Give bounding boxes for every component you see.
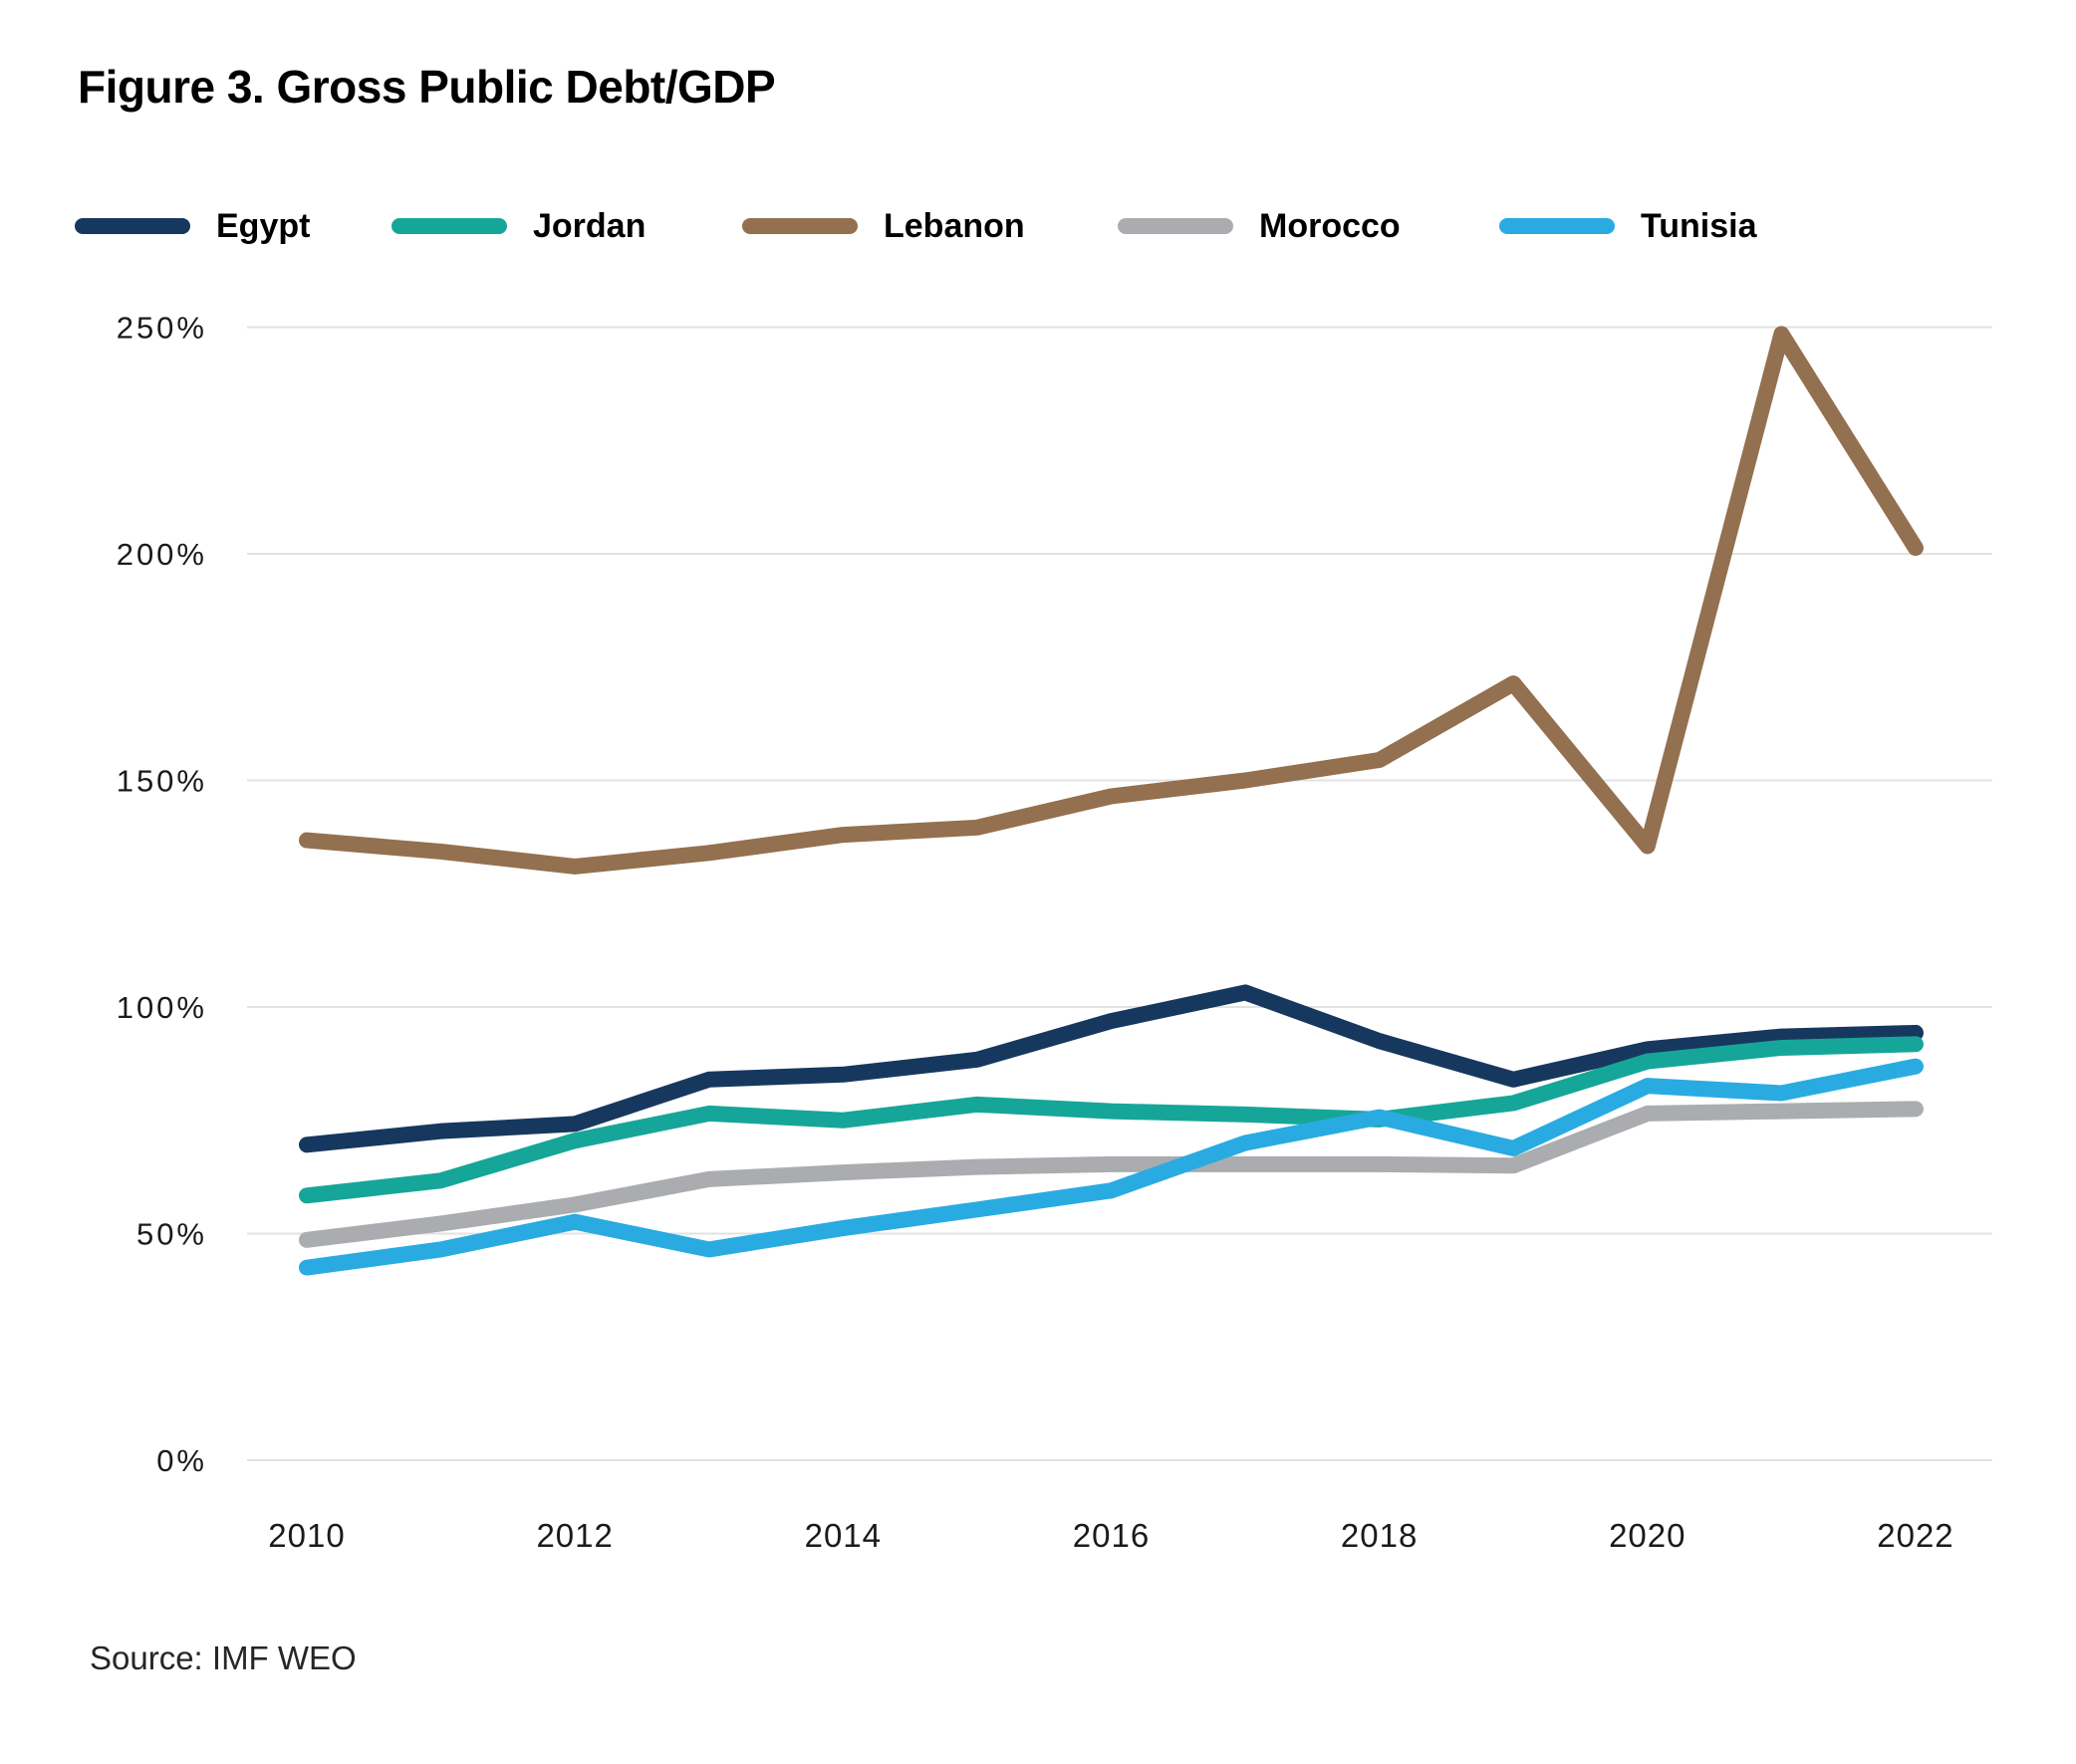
- legend: Egypt Jordan Lebanon Morocco Tunisia: [0, 207, 2076, 247]
- y-tick-label-100: 100%: [117, 990, 207, 1025]
- series-line-tunisia: [299, 1058, 1924, 1276]
- gridlines: [247, 326, 1992, 1461]
- legend-label-tunisia: Tunisia: [1641, 206, 1757, 245]
- legend-item-lebanon: Lebanon: [742, 207, 1025, 245]
- source-note: Source: IMF WEO: [90, 1639, 357, 1676]
- legend-label-morocco: Morocco: [1259, 206, 1401, 245]
- legend-swatch-morocco: [1118, 218, 1233, 234]
- series-line-jordan: [299, 1036, 1924, 1204]
- series-line-egypt: [299, 984, 1924, 1153]
- x-tick-label-2014: 2014: [805, 1517, 882, 1554]
- legend-swatch-jordan: [391, 218, 507, 234]
- x-tick-label-2020: 2020: [1609, 1517, 1686, 1554]
- chart-title: Figure 3. Gross Public Debt/GDP: [78, 61, 776, 113]
- y-tick-label-150: 150%: [117, 764, 207, 799]
- y-tick-label-250: 250%: [117, 311, 207, 346]
- legend-swatch-tunisia: [1499, 218, 1615, 234]
- legend-item-jordan: Jordan: [391, 207, 646, 245]
- series-line-morocco: [299, 1101, 1924, 1248]
- series-lines: [299, 326, 1924, 1276]
- legend-swatch-lebanon: [742, 218, 858, 234]
- x-tick-label-2022: 2022: [1877, 1517, 1953, 1554]
- x-tick-label-2016: 2016: [1073, 1517, 1150, 1554]
- x-axis-tick-labels: 2010 2012 2014 2016 2018 2020 2022: [268, 1517, 1953, 1554]
- x-tick-label-2018: 2018: [1341, 1517, 1418, 1554]
- y-tick-label-0: 0%: [156, 1443, 207, 1478]
- y-axis-tick-labels: 250% 200% 150% 100% 50% 0%: [117, 311, 207, 1479]
- legend-item-morocco: Morocco: [1118, 207, 1401, 245]
- legend-swatch-egypt: [75, 218, 190, 234]
- series-line-lebanon: [299, 326, 1924, 875]
- y-tick-label-50: 50%: [136, 1217, 207, 1252]
- legend-item-egypt: Egypt: [75, 207, 310, 245]
- legend-label-egypt: Egypt: [216, 206, 311, 245]
- x-tick-label-2010: 2010: [268, 1517, 345, 1554]
- legend-label-jordan: Jordan: [533, 206, 647, 245]
- y-tick-label-200: 200%: [117, 537, 207, 572]
- x-tick-label-2012: 2012: [536, 1517, 613, 1554]
- legend-label-lebanon: Lebanon: [884, 206, 1025, 245]
- legend-item-tunisia: Tunisia: [1499, 207, 1757, 245]
